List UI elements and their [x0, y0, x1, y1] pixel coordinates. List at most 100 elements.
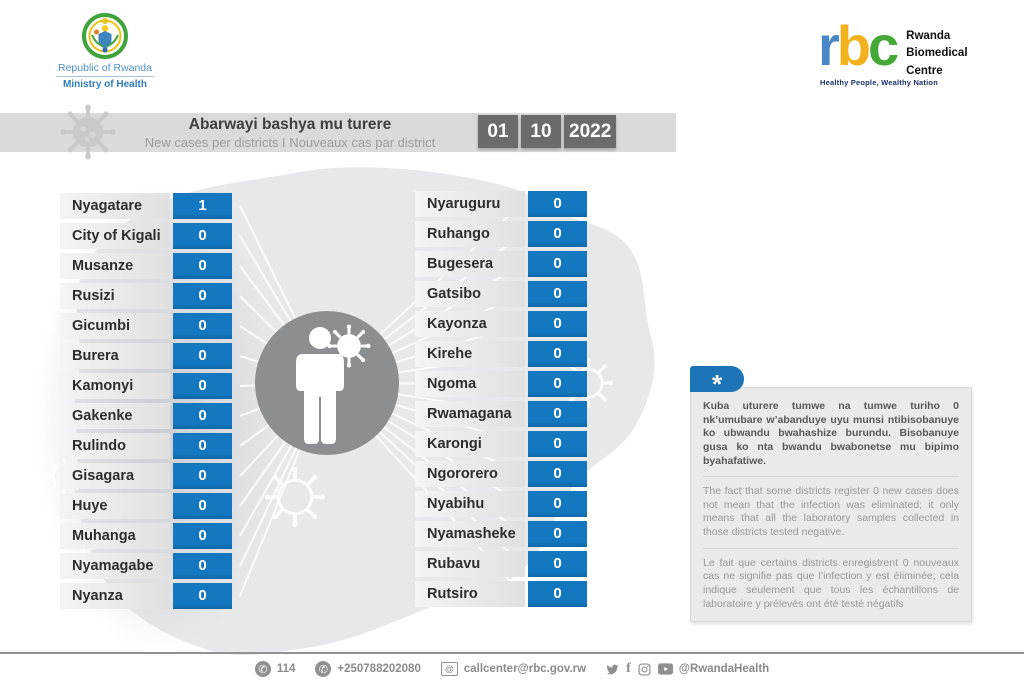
district-row-nyagatare: Nyagatare 1 — [60, 193, 232, 219]
district-label: Gisagara — [60, 463, 170, 489]
district-value-box: 0 — [528, 251, 587, 277]
instagram-icon[interactable] — [638, 662, 651, 676]
facebook-icon[interactable]: f — [626, 661, 631, 676]
district-label: Gicumbi — [60, 313, 170, 339]
district-row-kayonza: Kayonza 0 — [415, 311, 587, 337]
district-value-box: 0 — [173, 253, 232, 279]
district-value-box: 0 — [528, 281, 587, 307]
district-row-nyanza: Nyanza 0 — [60, 583, 232, 609]
rbc-letter-r: r — [818, 14, 840, 77]
ministry-label: Ministry of Health — [63, 79, 147, 90]
district-label: Ngororero — [415, 461, 525, 487]
district-label: Nyamasheke — [415, 521, 525, 547]
district-label: Rulindo — [60, 433, 170, 459]
district-label: Kayonza — [415, 311, 525, 337]
district-value-box: 0 — [173, 403, 232, 429]
district-value-box: 0 — [173, 493, 232, 519]
district-row-huye: Huye 0 — [60, 493, 232, 519]
rbc-letter-b: b — [836, 14, 871, 77]
district-row-nyamagabe: Nyamagabe 0 — [60, 553, 232, 579]
phone-icon: ✆ — [254, 661, 271, 677]
district-value-box: 0 — [528, 491, 587, 517]
district-row-musanze: Musanze 0 — [60, 253, 232, 279]
district-column-left: Nyagatare 1 City of Kigali 0 Musanze 0 Rusizi 0… — [60, 193, 232, 609]
note-french: Le fait que certains districts enregistr… — [703, 547, 959, 612]
email-icon: @ — [440, 662, 458, 676]
rbc-tagline: Healthy People, Wealthy Nation — [820, 78, 938, 87]
district-label: Nyanza — [60, 583, 170, 609]
note-english: The fact that some districts register 0 … — [703, 476, 959, 540]
social-handle: @RwandaHealth — [678, 663, 770, 675]
footer: ✆ 114 ✆ +250788202080 @ callcenter@rbc.g… — [0, 661, 1024, 677]
callcenter-number: +250788202080 — [337, 663, 421, 675]
youtube-icon[interactable] — [657, 663, 673, 675]
rbc-name-line: Rwanda — [906, 30, 951, 42]
district-row-rulindo: Rulindo 0 — [60, 433, 232, 459]
district-label: Rusizi — [60, 283, 170, 309]
district-label: Musanze — [60, 253, 170, 279]
district-row-kamonyi: Kamonyi 0 — [60, 373, 232, 399]
district-label: Gakenke — [60, 403, 170, 429]
district-label: Rubavu — [415, 551, 525, 577]
district-row-nyaruguru: Nyaruguru 0 — [415, 191, 587, 217]
district-row-kirehe: Kirehe 0 — [415, 341, 587, 367]
district-value-box: 0 — [173, 463, 232, 489]
asterisk-tab: * — [690, 366, 744, 399]
district-label: Rutsiro — [415, 581, 525, 607]
district-label: Bugesera — [415, 251, 525, 277]
district-value-box: 0 — [173, 283, 232, 309]
district-label: Rwamagana — [415, 401, 525, 427]
twitter-icon[interactable] — [606, 663, 619, 676]
district-row-ngoma: Ngoma 0 — [415, 371, 587, 397]
email-item[interactable]: @ callcenter@rbc.gov.rw — [440, 662, 587, 676]
phone-icon: ✆ — [315, 661, 332, 677]
rbc-letter-c: c — [868, 14, 899, 77]
district-label: Kirehe — [415, 341, 525, 367]
virus-icon — [325, 322, 373, 370]
district-label: Ngoma — [415, 371, 525, 397]
district-row-karongi: Karongi 0 — [415, 431, 587, 457]
rbc-name: Rwanda Biomedical Centre — [906, 20, 967, 80]
info-box-body: Kuba uturere tumwe na tumwe turiho 0 nk’… — [690, 387, 972, 623]
district-label: Huye — [60, 493, 170, 519]
district-value-box: 0 — [528, 551, 587, 577]
district-label: City of Kigali — [60, 223, 170, 249]
rbc-name-line: Biomedical — [906, 47, 968, 60]
district-value-box: 0 — [528, 431, 587, 457]
district-value-box: 0 — [173, 313, 232, 339]
district-row-rusizi: Rusizi 0 — [60, 283, 232, 309]
email-address: callcenter@rbc.gov.rw — [463, 663, 587, 675]
district-label: Nyaruguru — [415, 191, 525, 217]
asterisk-icon: * — [711, 369, 723, 399]
callcenter-phone-item: ✆ +250788202080 — [315, 661, 421, 677]
header-band: Abarwayi bashya mu turere New cases per … — [0, 104, 676, 160]
district-value-box: 0 — [173, 343, 232, 369]
hotline-item: ✆ 114 — [254, 661, 295, 677]
district-value-box: 0 — [528, 191, 587, 217]
person-icon — [296, 327, 344, 444]
district-row-ruhango: Ruhango 0 — [415, 221, 587, 247]
district-row-nyamasheke: Nyamasheke 0 — [415, 521, 587, 547]
rbc-name-line: Centre — [906, 64, 943, 77]
district-row-gicumbi: Gicumbi 0 — [60, 313, 232, 339]
rwanda-coat-of-arms-icon — [82, 13, 128, 59]
district-label: Muhanga — [60, 523, 170, 549]
republic-label: Republic of Rwanda — [56, 62, 154, 77]
social-item: f @RwandaHealth — [606, 661, 769, 677]
district-row-rutsiro: Rutsiro 0 — [415, 581, 587, 607]
district-value-box: 0 — [528, 461, 587, 487]
district-value-box: 0 — [528, 401, 587, 427]
report-date: 01 10 2022 — [478, 115, 617, 148]
district-label: Burera — [60, 343, 170, 369]
district-label: Gatsibo — [415, 281, 525, 307]
date-month: 10 — [521, 115, 561, 148]
page-title: Abarwayi bashya mu turere — [188, 116, 392, 133]
district-row-burera: Burera 0 — [60, 343, 232, 369]
district-label: Karongi — [415, 431, 525, 457]
district-column-right: Nyaruguru 0 Ruhango 0 Bugesera 0 Gatsibo 0 Kayon… — [415, 191, 587, 607]
district-label: Ruhango — [415, 221, 525, 247]
page-subtitle: New cases per districts I Nouveaux cas p… — [144, 134, 436, 150]
date-year: 2022 — [564, 115, 617, 148]
district-value-box: 0 — [528, 581, 587, 607]
district-row-city-of-kigali: City of Kigali 0 — [60, 223, 232, 249]
